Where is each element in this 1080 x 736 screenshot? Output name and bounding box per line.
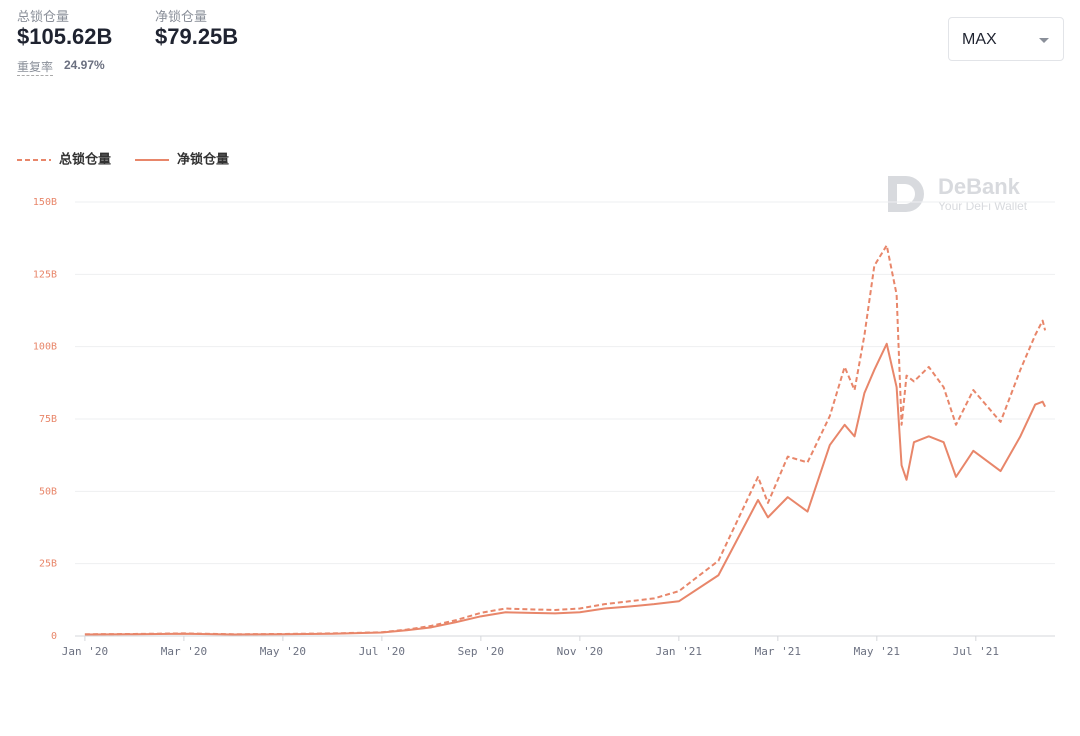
series-line: [84, 244, 1047, 636]
series-line: [84, 342, 1046, 636]
range-value: MAX: [962, 31, 997, 48]
watermark: DeBank Your DeFi Wallet: [888, 174, 1028, 213]
watermark-tagline: Your DeFi Wallet: [938, 199, 1028, 213]
dup-label: 重复率: [17, 60, 54, 76]
y-tick-label: 125B: [33, 269, 57, 280]
x-tick-label: Jul '21: [953, 645, 999, 658]
x-tick-label: Mar '20: [161, 645, 207, 658]
x-tick-label: Sep '20: [458, 645, 504, 658]
x-tick-label: Mar '21: [755, 645, 801, 658]
y-tick-label: 75B: [39, 414, 57, 425]
x-tick-label: Jul '20: [359, 645, 405, 658]
y-tick-label: 150B: [33, 197, 57, 208]
x-tick-label: May '21: [854, 645, 900, 658]
x-tick-label: Nov '20: [557, 645, 603, 658]
page: {"header": {"total_label": "总锁仓量", "tota…: [17, 9, 1064, 658]
net-label: 净锁仓量: [155, 9, 208, 24]
x-tick-label: Jan '20: [62, 645, 108, 658]
x-tick-label: May '20: [260, 645, 306, 658]
chart: DeBank Your DeFi Wallet 0 25B 50B 75B 100B 12…: [17, 151, 1055, 658]
dup-value: 24.97%: [64, 58, 105, 72]
y-tick-label: 0: [51, 631, 57, 642]
watermark-logo: [888, 176, 924, 212]
range-dropdown[interactable]: MAX: [948, 17, 1064, 61]
y-tick-label: 100B: [33, 342, 57, 353]
caret-icon: [1039, 38, 1049, 43]
legend-label: 总锁仓量: [59, 151, 111, 166]
legend-label: 净锁仓量: [177, 151, 229, 166]
y-tick-label: 50B: [39, 486, 57, 497]
x-tick-label: Jan '21: [656, 645, 702, 658]
y-tick-label: 25B: [39, 559, 57, 570]
total-value: $105.62B: [17, 24, 113, 49]
watermark-brand: DeBank: [938, 174, 1021, 199]
total-label: 总锁仓量: [17, 9, 70, 24]
net-value: $79.25B: [155, 24, 239, 49]
